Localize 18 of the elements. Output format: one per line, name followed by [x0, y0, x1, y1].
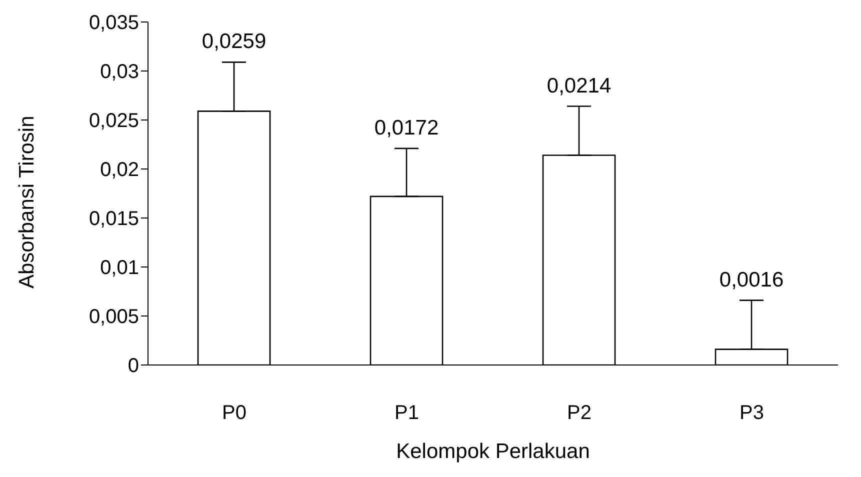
data-label: 0,0214: [546, 74, 612, 98]
y-tick-label: 0,02: [100, 159, 139, 182]
data-label: 0,0259: [202, 30, 266, 54]
y-tick-label: 0,01: [100, 257, 139, 280]
y-tick-label: 0,005: [88, 306, 139, 328]
y-axis-title: Absorbansi Tirosin: [15, 116, 38, 288]
x-tick-label: P0: [222, 402, 246, 424]
data-label: 0,0016: [719, 268, 784, 292]
x-tick-label: P2: [567, 402, 592, 424]
x-tick-label: P1: [394, 402, 419, 424]
y-tick-label: 0: [128, 355, 139, 378]
y-tick-label: 0,035: [88, 12, 139, 34]
y-tick-label: 0,03: [100, 61, 139, 84]
x-axis-title: Kelompok Perlakuan: [396, 440, 590, 463]
y-tick-label: 0,015: [88, 208, 139, 230]
x-tick-label: P3: [740, 402, 764, 424]
data-label: 0,0172: [374, 116, 439, 140]
y-tick-label: 0,025: [88, 110, 139, 132]
